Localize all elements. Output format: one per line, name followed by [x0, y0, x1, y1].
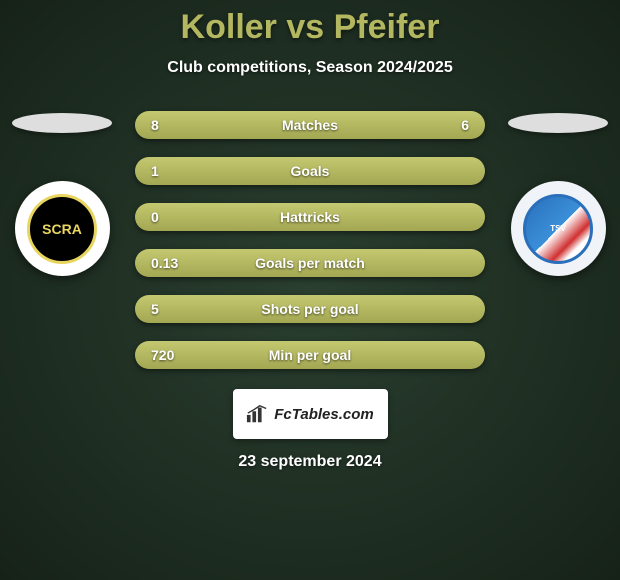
main-row: SCRA 8Matches6 1Goals 0Hattricks 0.13Goals …	[0, 111, 620, 369]
stat-left-value: 5	[151, 301, 211, 317]
player-silhouette-left	[12, 113, 112, 133]
subtitle: Club competitions, Season 2024/2025	[167, 59, 452, 77]
club-abbrev-left: SCRA	[42, 221, 82, 237]
stat-label: Shots per goal	[211, 301, 409, 317]
club-abbrev-right: TSV	[550, 224, 566, 233]
stat-left-value: 720	[151, 347, 211, 363]
stat-label: Goals per match	[211, 255, 409, 271]
stat-label: Min per goal	[211, 347, 409, 363]
stat-label: Hattricks	[211, 209, 409, 225]
club-logo-left: SCRA	[15, 181, 110, 276]
chart-icon	[246, 405, 268, 423]
stat-bar: 0.13Goals per match	[135, 249, 485, 277]
stat-right-value: 6	[409, 117, 469, 133]
club-badge-right: TSV	[523, 194, 593, 264]
stat-left-value: 8	[151, 117, 211, 133]
player-silhouette-right	[508, 113, 608, 133]
comparison-card: Koller vs Pfeifer Club competitions, Sea…	[0, 0, 620, 580]
stat-label: Matches	[211, 117, 409, 133]
watermark: FcTables.com	[233, 389, 388, 439]
stat-left-value: 0.13	[151, 255, 211, 271]
club-badge-left: SCRA	[27, 194, 97, 264]
stats-column: 8Matches6 1Goals 0Hattricks 0.13Goals per m…	[135, 111, 485, 369]
date-line: 23 september 2024	[238, 453, 381, 471]
stat-bar: 1Goals	[135, 157, 485, 185]
stat-left-value: 0	[151, 209, 211, 225]
page-title: Koller vs Pfeifer	[181, 8, 440, 47]
right-player-column: TSV	[503, 111, 613, 276]
stat-left-value: 1	[151, 163, 211, 179]
stat-label: Goals	[211, 163, 409, 179]
stat-bar: 720Min per goal	[135, 341, 485, 369]
stat-bar: 5Shots per goal	[135, 295, 485, 323]
left-player-column: SCRA	[7, 111, 117, 276]
stat-bar: 8Matches6	[135, 111, 485, 139]
club-logo-right: TSV	[511, 181, 606, 276]
watermark-text: FcTables.com	[274, 406, 373, 423]
stat-bar: 0Hattricks	[135, 203, 485, 231]
